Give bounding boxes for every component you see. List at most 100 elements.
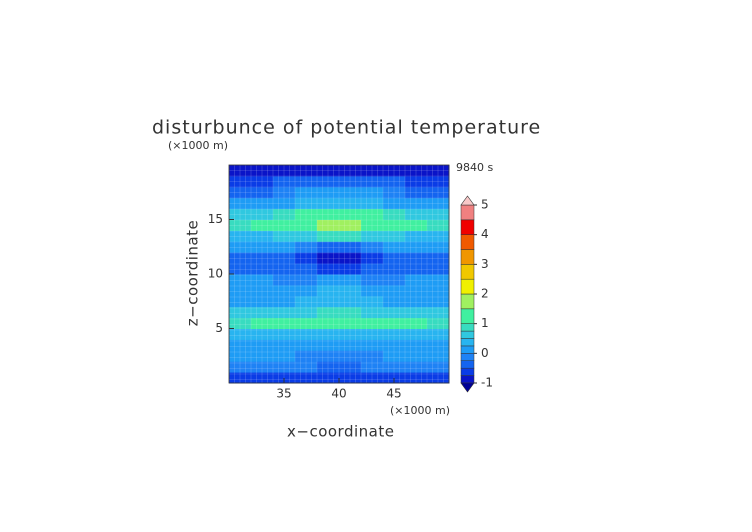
contour-cell [405,252,428,264]
contour-cell [405,197,428,210]
contour-cell [229,208,252,220]
contour-cell [273,274,296,286]
y-unit: (×1000 m) [168,139,228,152]
contour-cell [405,208,428,220]
contour-cell [229,361,252,373]
contour-cell [295,295,318,308]
contour-cell [405,317,428,329]
colorbar-band [460,360,475,369]
contour-cell [361,317,384,329]
contour-cell [361,339,384,351]
y-tick-label: 5 [215,321,223,335]
contour-cell [273,284,296,297]
colorbar-tick-label: 3 [481,257,489,271]
contour-cell [251,263,274,275]
contour-cell [295,175,318,188]
contour-cell [405,219,428,231]
contour-cell [383,274,406,286]
x-tick-label: 45 [386,387,401,401]
colorbar-band [460,353,475,362]
contour-cell [251,328,274,340]
contour-cell [317,317,340,329]
colorbar-band [460,345,475,354]
contour-cell [251,295,274,308]
contour-cell [295,197,318,210]
contour-cell [405,350,428,362]
contour-cell [273,350,296,362]
contour-cell [251,350,274,362]
contour-cell [229,295,252,308]
contour-cell [229,252,252,264]
contour-cell [405,328,428,340]
contour-cell [339,263,362,275]
contour-cell [361,165,384,177]
contour-cell [339,230,362,242]
colorbar-under [460,382,475,393]
contour-cell [405,186,428,199]
contour-cell [317,197,340,210]
colorbar-band [460,204,475,221]
contour-cell [339,186,362,199]
contour-cell [251,219,274,231]
contour-cell [295,219,318,231]
contour-cell [229,284,252,297]
contour-cell [229,372,252,384]
contour-cell [317,284,340,297]
contour-cell [229,263,252,275]
contour-cell [273,208,296,220]
contour-cell [251,361,274,373]
contour-cell [383,165,406,177]
colorbar-band [460,278,475,295]
contour-cell [427,197,450,210]
contour-cell [251,197,274,210]
contour-cell [383,295,406,308]
colorbar-band [460,234,475,250]
contour-cell [405,165,428,177]
contour-cell [317,372,340,384]
contour-cell [405,372,428,384]
contour-cell [383,208,406,220]
contour-cell [295,284,318,297]
contour-cell [273,317,296,329]
contour-cell [383,219,406,231]
contour-cell [251,230,274,242]
contour-cell [251,252,274,264]
contour-cell [405,175,428,188]
contour-cell [383,284,406,297]
contour-cell [361,208,384,220]
contour-cell [273,197,296,210]
contour-cell [427,230,450,242]
contour-cell [339,284,362,297]
contour-cell [251,306,274,319]
contour-cell [339,219,362,231]
contour-cell [229,328,252,340]
contour-cell [229,339,252,351]
contour-cell [273,372,296,384]
colorbar-tick-label: -1 [481,376,493,390]
contour-cell [361,274,384,286]
contour-cell [273,263,296,275]
colorbar-tick-label: 5 [481,198,489,212]
contour-cell [339,306,362,319]
contour-cell [273,219,296,231]
contour-cell [295,241,318,253]
contour-cell [317,219,340,231]
contour-cell [273,328,296,340]
contour-cell [427,186,450,199]
contour-cell [339,361,362,373]
contour-cell [361,328,384,340]
contour-cell [251,165,274,177]
contour-cell [339,328,362,340]
contour-cell [427,241,450,253]
colorbar-band [460,308,475,324]
contour-cell [405,241,428,253]
contour-cell [383,350,406,362]
contour-cell [405,339,428,351]
contour-cell [295,274,318,286]
x-axis-label: x−coordinate [287,423,394,441]
contour-cell [273,252,296,264]
contour-cell [339,208,362,220]
contour-cell [295,350,318,362]
contour-cell [383,306,406,319]
contour-cell [295,252,318,264]
